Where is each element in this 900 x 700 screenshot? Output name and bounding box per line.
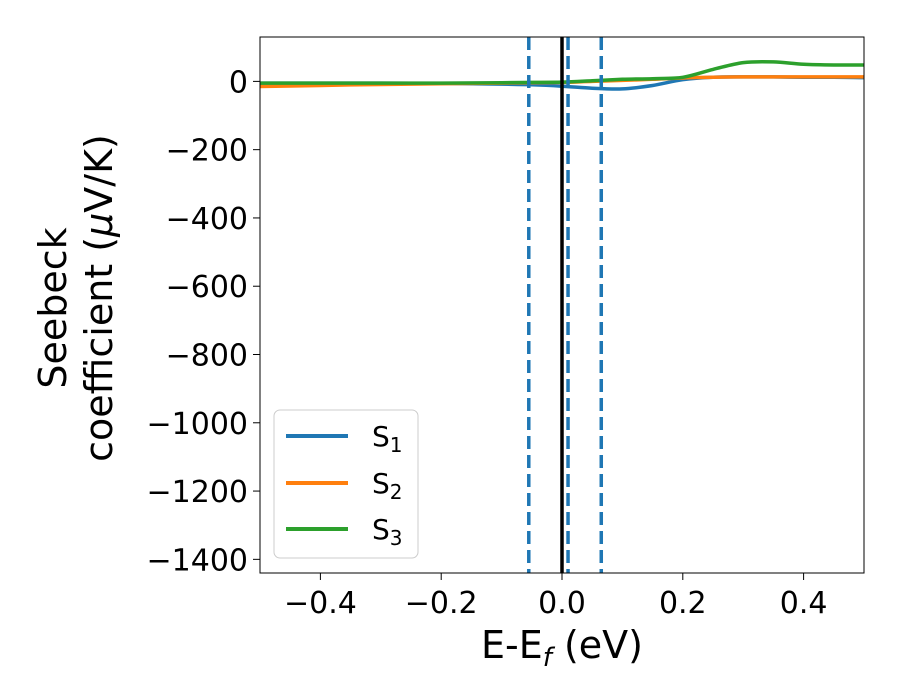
x-tick-label: −0.2 (405, 586, 478, 621)
x-tick-label: 0.4 (780, 586, 828, 621)
legend-label-s2-sub: 2 (390, 480, 403, 504)
y-tick-label: −400 (166, 202, 248, 237)
y-axis-label-prefix: coefficient ( (77, 237, 121, 462)
legend-label-s1-sub: 1 (390, 433, 403, 457)
y-tick-label: −800 (166, 339, 248, 374)
x-tick-label: 0.2 (659, 586, 707, 621)
y-tick-label: −1000 (147, 407, 248, 442)
legend-label-s2: S2 (372, 467, 403, 504)
y-axis-label: Seebeck (31, 227, 75, 388)
x-axis-ticks: −0.4 −0.2 0.0 0.2 0.4 (284, 573, 827, 621)
x-axis-label-suffix: (eV) (552, 623, 643, 667)
x-axis-label: E-Ef (eV) (481, 623, 643, 673)
y-axis-label-suffix: V/K) (77, 134, 121, 213)
y-tick-label: −1400 (147, 543, 248, 578)
y-axis-label-line1: Seebeck (31, 227, 75, 388)
series-line-s3 (259, 59, 865, 85)
legend-label-s2-name: S (372, 467, 390, 500)
legend-label-s1-name: S (372, 420, 390, 453)
y-tick-label: −1200 (147, 475, 248, 510)
legend-label-s3-sub: 3 (390, 526, 403, 550)
x-tick-label: −0.4 (284, 586, 357, 621)
y-tick-label: −200 (166, 134, 248, 169)
y-tick-label: −600 (166, 270, 248, 305)
legend-label-s3-name: S (372, 513, 390, 546)
x-tick-label: 0.0 (538, 586, 586, 621)
axes-frame (259, 36, 865, 574)
x-axis-label-main: E-E (481, 623, 543, 667)
y-axis-ticks: 0 −200 −400 −600 −800 −1000 −1200 −1400 (147, 65, 260, 578)
legend: S1 S2 S3 (273, 409, 419, 559)
y-axis-label-mu: μ (77, 213, 121, 238)
legend-label-s1: S1 (372, 420, 403, 457)
y-tick-label: 0 (229, 65, 248, 100)
legend-label-s3: S3 (372, 513, 403, 550)
plot-area (259, 37, 865, 573)
y-axis-label-line2: coefficient (μV/K) (77, 134, 121, 462)
